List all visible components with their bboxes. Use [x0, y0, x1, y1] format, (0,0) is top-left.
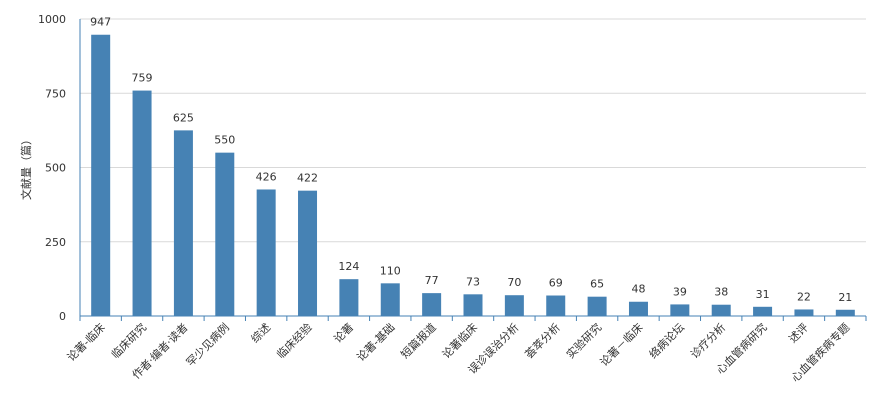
x-tick-label: 荟萃分析 [522, 320, 563, 361]
x-tick-label: 实验研究 [563, 320, 604, 361]
x-tick-label: 论著-基础 [354, 320, 398, 364]
x-tick-label: 临床经验 [274, 320, 315, 361]
bar [339, 279, 359, 316]
data-label: 426 [256, 170, 277, 183]
bar [794, 309, 814, 316]
data-label: 947 [90, 16, 111, 29]
x-tick-label: 诊疗分析 [687, 320, 728, 361]
data-label: 422 [297, 172, 318, 185]
x-tick-label: 短篇报道 [398, 320, 439, 361]
data-label: 70 [507, 276, 521, 289]
bar [422, 293, 442, 316]
bar [215, 152, 235, 316]
bar [380, 283, 400, 316]
bar [670, 304, 690, 316]
data-label: 22 [797, 290, 811, 303]
data-label: 39 [673, 285, 687, 298]
y-tick-label: 250 [45, 236, 66, 249]
bar [132, 90, 152, 317]
x-tick-label: 络病论坛 [646, 320, 687, 361]
y-axis-label: 文献量（篇） [19, 134, 33, 200]
bar [587, 296, 607, 316]
data-label: 110 [380, 264, 401, 277]
bar-layer [91, 34, 855, 317]
bar [628, 301, 648, 316]
x-tick-label: 综述 [248, 320, 273, 345]
data-label: 759 [132, 72, 153, 85]
grid-layer [80, 18, 866, 243]
x-tick-label: 论著-临床 [64, 320, 108, 364]
bar [173, 130, 193, 316]
bar [91, 34, 111, 317]
x-tick-label: 述评 [786, 321, 811, 346]
bar [298, 190, 318, 316]
y-tick-label: 0 [59, 310, 66, 323]
data-label: 625 [173, 111, 194, 124]
bar [463, 294, 483, 316]
data-label: 124 [338, 260, 359, 273]
data-label: 73 [466, 275, 480, 288]
data-label: 31 [756, 288, 770, 301]
y-tick-label: 500 [45, 162, 66, 175]
data-label: 77 [425, 274, 439, 287]
data-label: 21 [838, 291, 852, 304]
x-tick-label: 临床研究 [108, 320, 149, 361]
bar [711, 304, 731, 316]
bar [504, 295, 524, 316]
bar [835, 309, 855, 316]
bar [256, 189, 276, 316]
data-label: 38 [714, 286, 728, 299]
data-label: 65 [590, 278, 604, 291]
y-tick-label: 1000 [38, 13, 66, 26]
x-tick-label: 论著临床 [439, 320, 480, 361]
data-label: 69 [549, 277, 563, 290]
data-label: 550 [214, 134, 235, 147]
bar [753, 306, 773, 316]
x-tick-label: 罕少见病例 [183, 320, 232, 369]
y-tick-label: 750 [45, 87, 66, 100]
x-tick-label: 论著 [331, 320, 356, 345]
data-label: 48 [631, 283, 645, 296]
bar [546, 295, 566, 316]
x-tick-label: 论著－临床 [597, 320, 646, 369]
